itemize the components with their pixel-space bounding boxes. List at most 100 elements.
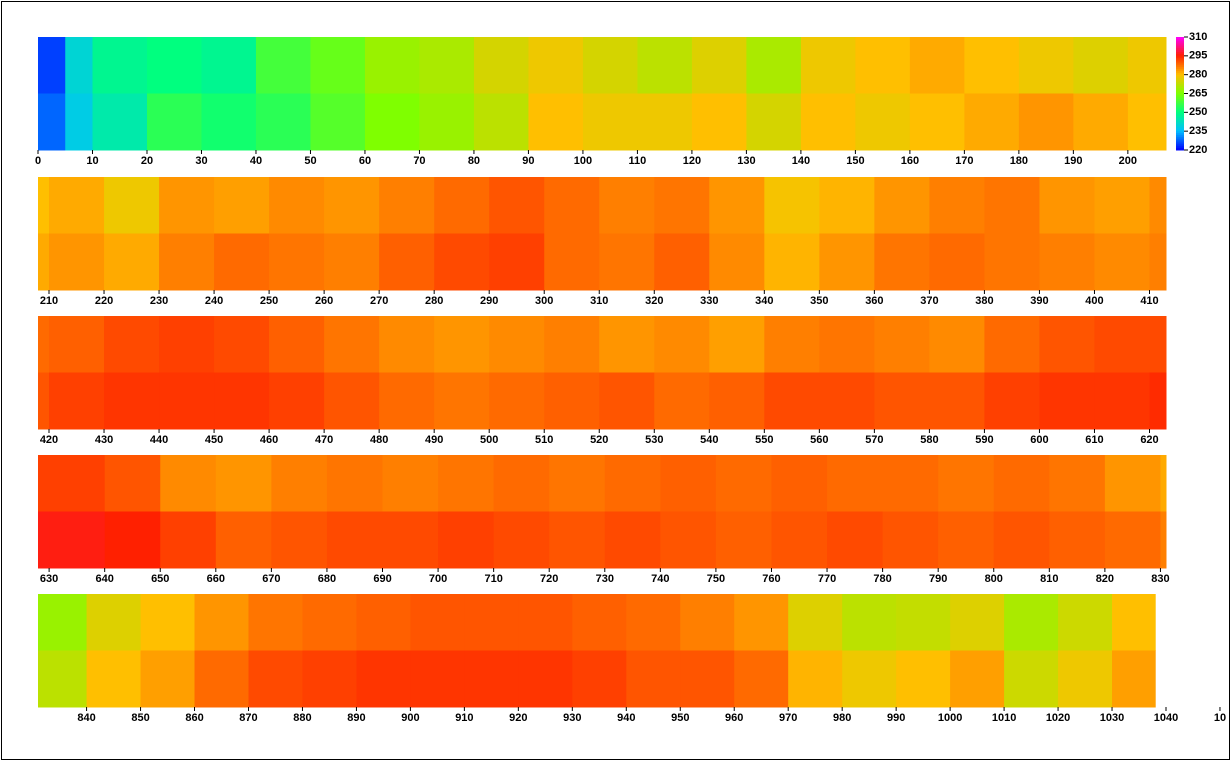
heat-cell [104, 233, 160, 291]
colorbar-segment [1176, 89, 1184, 93]
heat-cell [160, 455, 217, 512]
x-tick-label: 120 [683, 155, 701, 167]
heat-cell [255, 37, 311, 94]
colorbar-tick-label: 250 [1189, 106, 1207, 118]
heat-cell [159, 372, 215, 430]
colorbar-segment [1176, 46, 1184, 49]
x-tick-label: 290 [480, 295, 498, 307]
x-tick-label: 530 [645, 434, 663, 446]
colorbar-segment [1176, 117, 1184, 121]
heat-cell [1127, 93, 1167, 151]
colorbar-segment [1176, 123, 1184, 127]
colorbar-segment [1176, 134, 1184, 138]
x-tick-label: 510 [535, 434, 553, 446]
colorbar-segment [1176, 42, 1184, 46]
heat-cell [819, 177, 875, 234]
x-tick-label: 1000 [938, 712, 962, 724]
x-tick-label: 1040 [1154, 712, 1178, 724]
heat-cell [379, 233, 435, 291]
heat-cell [324, 372, 380, 430]
x-tick-label: 720 [540, 573, 558, 585]
colorbar-segment [1176, 59, 1184, 62]
heat-cell [929, 372, 985, 430]
heat-cell [518, 650, 573, 708]
heat-cell [38, 594, 88, 651]
heat-cell [140, 650, 196, 708]
heat-cell [38, 37, 66, 94]
heat-cell [709, 177, 765, 234]
heat-cell [984, 316, 1040, 373]
heat-cell [489, 372, 545, 430]
x-tick-label: 150 [846, 155, 864, 167]
colorbar-segment [1176, 55, 1184, 59]
x-tick-label: 60 [359, 155, 371, 167]
x-tick-label: 620 [1140, 434, 1158, 446]
colorbar-tick-label: 235 [1189, 125, 1207, 137]
heat-cell [65, 37, 93, 94]
heat-cell [544, 316, 600, 373]
x-tick-label: 920 [509, 712, 527, 724]
colorbar-segment [1176, 40, 1184, 44]
heat-cell [379, 177, 435, 234]
heat-cell [1018, 93, 1074, 151]
heat-cell [269, 372, 325, 430]
heat-cell [842, 594, 897, 651]
x-tick-label: 660 [207, 573, 225, 585]
heat-cell [92, 93, 148, 151]
colorbar-segment [1176, 57, 1184, 61]
colorbar-segment [1176, 148, 1184, 151]
colorbar-segment [1176, 91, 1184, 94]
x-tick-label: 110 [629, 155, 647, 167]
heat-cell [637, 37, 693, 94]
heat-cell [248, 650, 303, 708]
heat-cell [38, 316, 50, 373]
x-tick-label: 30 [195, 155, 207, 167]
x-tick-label: 770 [818, 573, 836, 585]
heat-cell [938, 511, 995, 569]
heat-cell [764, 177, 820, 234]
heat-cell [819, 316, 875, 373]
heat-cell [993, 455, 1050, 512]
x-tick-label: 50 [304, 155, 316, 167]
heat-cell [788, 650, 843, 708]
heat-cell [950, 650, 1005, 708]
heat-cell [715, 455, 772, 512]
heat-cell [159, 316, 215, 373]
heat-cell [271, 511, 328, 569]
x-tick-label: 940 [617, 712, 635, 724]
heat-cell [1049, 455, 1106, 512]
heat-cell [379, 372, 435, 430]
heat-cell [1127, 37, 1167, 94]
heat-cell [159, 177, 215, 234]
colorbar-tick-label: 220 [1189, 144, 1207, 156]
heat-cell [324, 177, 380, 234]
heat-cell [764, 372, 820, 430]
heat-cell [1112, 650, 1156, 708]
colorbar-segment [1176, 146, 1184, 149]
heat-cell [993, 511, 1050, 569]
heat-cell [214, 372, 270, 430]
heat-cell [544, 372, 600, 430]
heat-cell [855, 37, 911, 94]
heat-cell [324, 316, 380, 373]
heat-cell [489, 316, 545, 373]
colorbar-segment [1176, 127, 1184, 130]
colorbar-segment [1176, 63, 1184, 66]
heat-cell [419, 93, 475, 151]
heat-cell [771, 455, 828, 512]
x-tick-label: 250 [260, 295, 278, 307]
colorbar-segment [1176, 50, 1184, 53]
x-tick-label: 890 [347, 712, 365, 724]
heat-cell [410, 650, 465, 708]
heat-cell [269, 177, 325, 234]
heat-cell [528, 37, 584, 94]
heat-cell [356, 594, 411, 651]
colorbar-segment [1176, 138, 1184, 142]
heat-cell [874, 316, 930, 373]
heat-cell [984, 372, 1040, 430]
heat-cell [140, 594, 196, 651]
heat-cell [1073, 37, 1129, 94]
heat-cell [746, 37, 802, 94]
colorbar-segment [1176, 129, 1184, 132]
